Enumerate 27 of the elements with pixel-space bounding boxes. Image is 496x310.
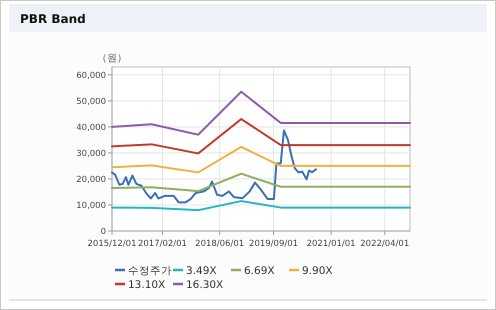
x-tick-label: 2022/04/01 [360,239,410,249]
y-tick-label: 30,000 [76,148,106,159]
x-tick-label: 2018/06/01 [195,239,244,249]
legend-label: 수정주가 [128,265,172,277]
x-tick-label: 2019/09/01 [249,239,298,249]
x-tick-label: 2017/02/01 [138,239,187,249]
line-series [111,146,411,174]
legend-label: 13.10X [128,279,166,291]
line-series [111,200,411,212]
legend-label: 3.49X [186,265,217,277]
y-axis-title: （원） [97,53,127,64]
y-tick-label: 60,000 [76,70,106,81]
y-tick-label: 40,000 [76,122,106,133]
chart-title: PBR Band [20,12,86,26]
line-series [111,90,411,136]
y-tick-label: 10,000 [76,200,106,211]
y-tick-label: 0 [100,227,106,237]
y-tick-label: 20,000 [76,174,106,185]
x-tick-label: 2015/12/01 [88,239,136,249]
x-tick-label: 2021/01/01 [306,239,356,249]
line-series [111,130,317,204]
legend-label: 6.69X [244,265,275,277]
legend-label: 9.90X [302,265,333,277]
y-tick-label: 50,000 [76,96,106,107]
line-series [111,172,411,192]
line-series [111,118,411,154]
legend-label: 16.30X [186,279,224,291]
